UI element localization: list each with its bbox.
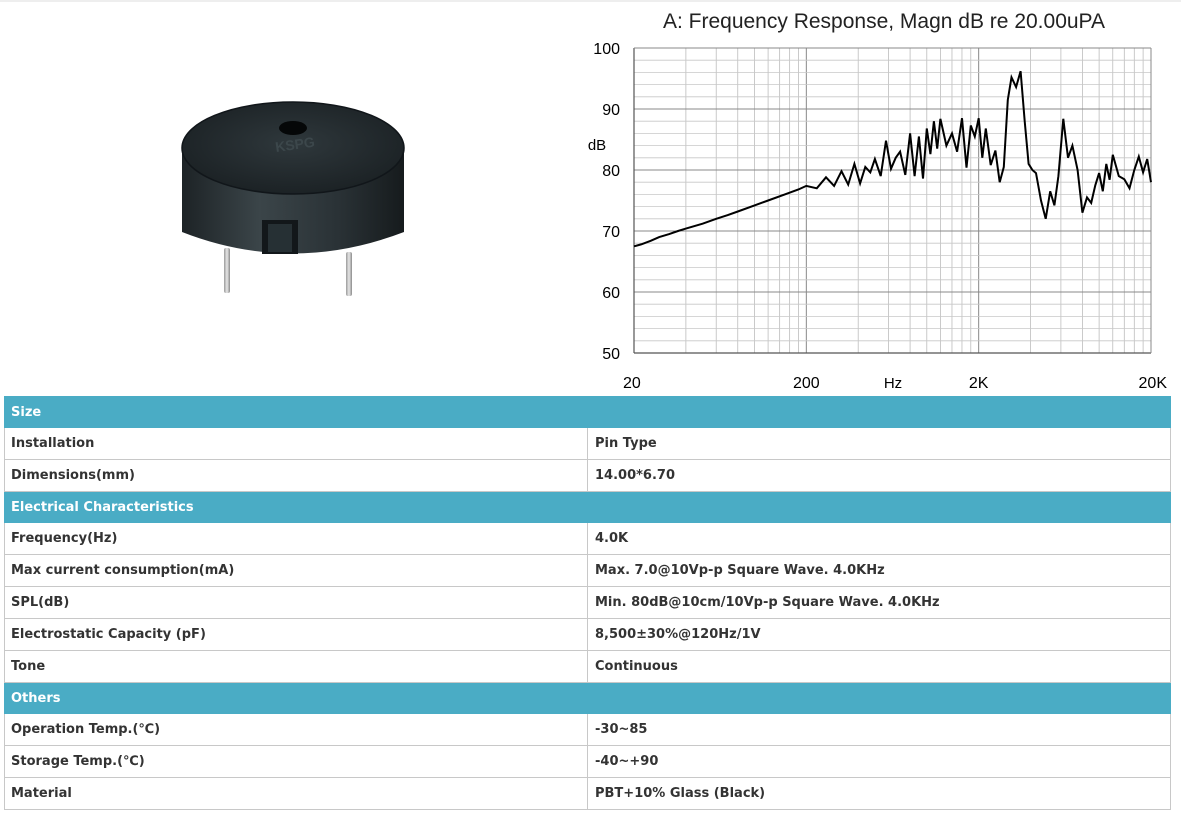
section-header: Others [4,682,1171,714]
product-engraving: KSPG [274,134,316,155]
spec-label: Storage Temp.(℃) [4,745,588,778]
spec-label: Max current consumption(mA) [4,554,588,587]
section-header: Size [4,396,1171,428]
table-row: Dimensions(mm) 14.00*6.70 [4,459,1171,492]
spec-value: 14.00*6.70 [587,459,1171,492]
spec-value: Min. 80dB@10cm/10Vp-p Square Wave. 4.0KH… [587,586,1171,619]
y-tick-label: 80 [602,163,620,180]
spec-label: Dimensions(mm) [4,459,588,492]
spec-value: -30~85 [587,713,1171,746]
table-row: Storage Temp.(℃) -40~+90 [4,745,1171,778]
y-tick-label: 60 [602,285,620,302]
table-row: Material PBT+10% Glass (Black) [4,777,1171,810]
table-row: Operation Temp.(℃) -30~85 [4,713,1171,746]
spec-value: 8,500±30%@120Hz/1V [587,618,1171,651]
chart-title: A: Frequency Response, Magn dB re 20.00u… [663,10,1105,33]
table-row: Tone Continuous [4,650,1171,683]
x-tick-label: 20 [623,375,641,392]
spec-value: 4.0K [587,522,1171,555]
spec-value: Continuous [587,650,1171,683]
y-tick-label: 100 [593,41,620,58]
table-row: Max current consumption(mA) Max. 7.0@10Vp… [4,554,1171,587]
series-line [633,70,1152,248]
section-title: Others [4,682,1171,714]
y-tick-label: 90 [602,102,620,119]
spec-label: Tone [4,650,588,683]
section-title: Size [4,396,1171,428]
table-row: SPL(dB) Min. 80dB@10cm/10Vp-p Square Wave… [4,586,1171,619]
spec-label: Operation Temp.(℃) [4,713,588,746]
x-tick-label: 200 [793,375,820,392]
y-tick-label: 50 [602,346,620,363]
spec-label: Installation [4,427,588,460]
top-divider [0,0,1181,2]
product-image: KSPG [160,60,430,310]
x-tick-label: 2K [969,375,989,392]
spec-value: Max. 7.0@10Vp-p Square Wave. 4.0KHz [587,554,1171,587]
spec-label: Material [4,777,588,810]
table-row: Frequency(Hz) 4.0K [4,522,1171,555]
frequency-response-chart: A: Frequency Response, Magn dB re 20.00u… [578,0,1181,396]
chart-grid [633,47,1151,354]
x-tick-label: 20K [1139,375,1168,392]
x-axis-label: Hz [884,375,902,392]
table-row: Installation Pin Type [4,427,1171,460]
spec-label: Frequency(Hz) [4,522,588,555]
spec-table: Size Installation Pin Type Dimensions(mm) 14… [4,396,1171,810]
spec-value: PBT+10% Glass (Black) [587,777,1171,810]
spec-value: Pin Type [587,427,1171,460]
spec-value: -40~+90 [587,745,1171,778]
spec-label: Electrostatic Capacity (pF) [4,618,588,651]
y-axis-label: dB [588,137,606,154]
section-title: Electrical Characteristics [4,491,1171,523]
spec-label: SPL(dB) [4,586,588,619]
table-row: Electrostatic Capacity (pF) 8,500±30%@120… [4,618,1171,651]
section-header: Electrical Characteristics [4,491,1171,523]
y-tick-label: 70 [602,224,620,241]
